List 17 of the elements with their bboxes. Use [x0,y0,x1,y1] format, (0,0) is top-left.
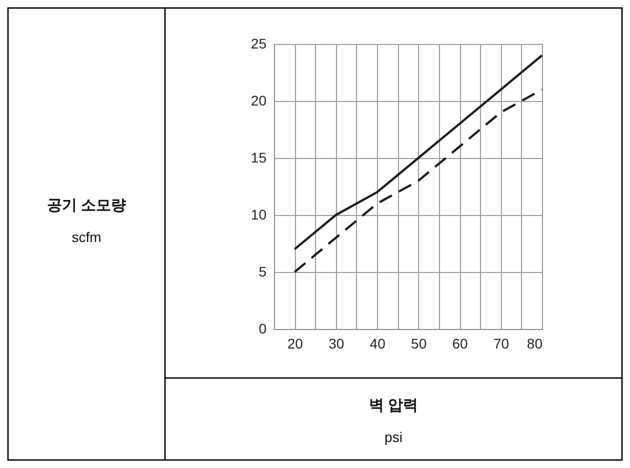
line-series [294,54,544,250]
x-tick-label: 20 [287,336,304,352]
y-tick-label: 25 [250,36,267,52]
y-tick-label: 5 [258,264,267,280]
x-axis-title: 벽 압력 psi [368,396,420,445]
y-tick-label: 15 [250,150,267,166]
x-tick-label: 40 [370,336,386,352]
y-tick-label: 0 [258,320,267,336]
x-tick-label: 80 [526,336,543,352]
x-tick-label: 70 [493,336,510,352]
x-tick-label: 30 [328,336,344,352]
x-tick-label: 50 [411,336,427,352]
line-series [294,88,544,274]
x-tick-label: 60 [452,336,468,352]
text: 공기 소모량 scfm [46,196,128,245]
y-tick-label: 20 [250,92,267,108]
y-tick-label: 10 [250,206,267,222]
